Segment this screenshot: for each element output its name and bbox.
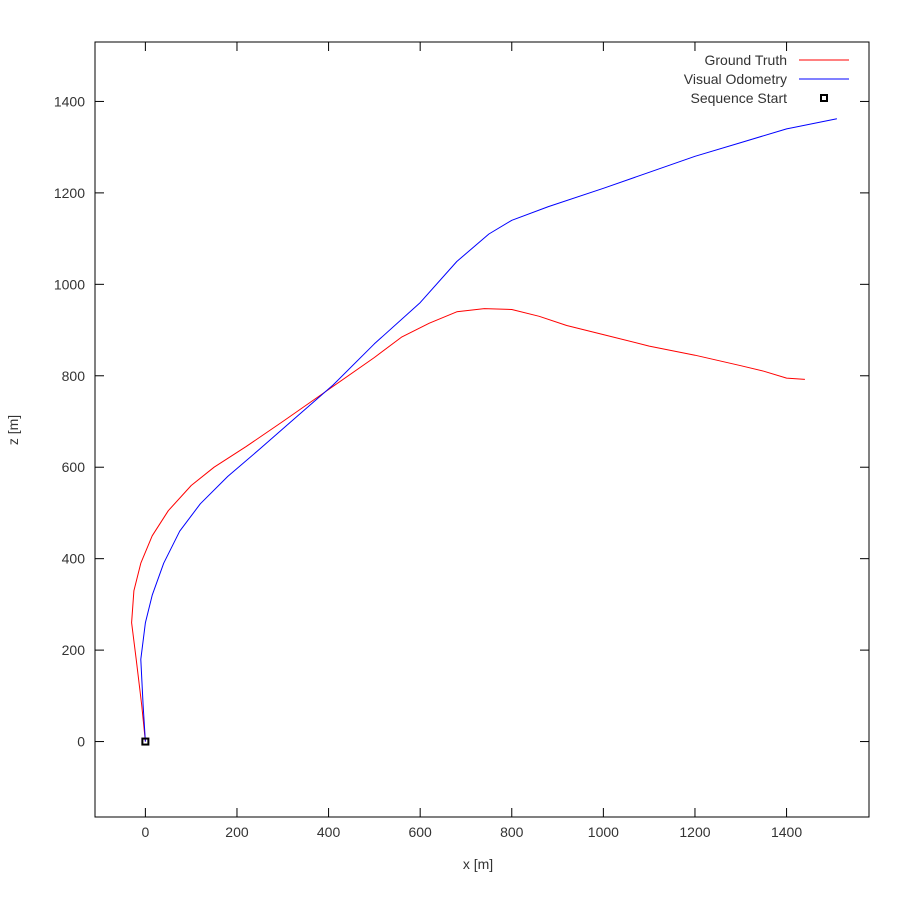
x-tick-label: 200 xyxy=(225,824,249,840)
legend-label: Ground Truth xyxy=(705,52,788,68)
x-tick-label: 800 xyxy=(500,824,524,840)
series-line-ground-truth xyxy=(131,308,805,742)
sequence-start-marker xyxy=(141,737,150,746)
y-tick-label: 400 xyxy=(62,551,86,567)
legend: Ground Truth Visual Odometry Sequence Star… xyxy=(684,52,849,106)
series-line-visual-odometry xyxy=(140,118,837,742)
series-layer xyxy=(131,118,837,742)
y-tick-label: 800 xyxy=(62,368,86,384)
y-tick-label: 200 xyxy=(62,642,86,658)
legend-label: Visual Odometry xyxy=(684,71,787,87)
marker-layer xyxy=(141,737,150,746)
y-axis-label: z [m] xyxy=(5,415,21,445)
x-tick-label: 400 xyxy=(317,824,341,840)
y-tick-label: 600 xyxy=(62,459,86,475)
x-tick-label: 0 xyxy=(141,824,149,840)
legend-label: Sequence Start xyxy=(690,90,787,106)
y-axis-ticks: 0 200 400 600 800 1000 1200 1400 xyxy=(54,93,869,750)
plot-frame xyxy=(94,41,870,818)
y-tick-label: 1000 xyxy=(54,276,85,292)
x-axis-ticks: 0 200 400 600 800 1000 1200 1400 xyxy=(141,42,802,840)
y-tick-label: 1400 xyxy=(54,93,85,109)
x-tick-label: 600 xyxy=(408,824,432,840)
x-tick-label: 1000 xyxy=(588,824,619,840)
x-tick-label: 1400 xyxy=(771,824,802,840)
legend-marker-swatch xyxy=(820,94,828,102)
y-tick-label: 0 xyxy=(77,734,85,750)
x-axis-label: x [m] xyxy=(463,856,493,872)
x-tick-label: 1200 xyxy=(679,824,710,840)
y-tick-label: 1200 xyxy=(54,185,85,201)
